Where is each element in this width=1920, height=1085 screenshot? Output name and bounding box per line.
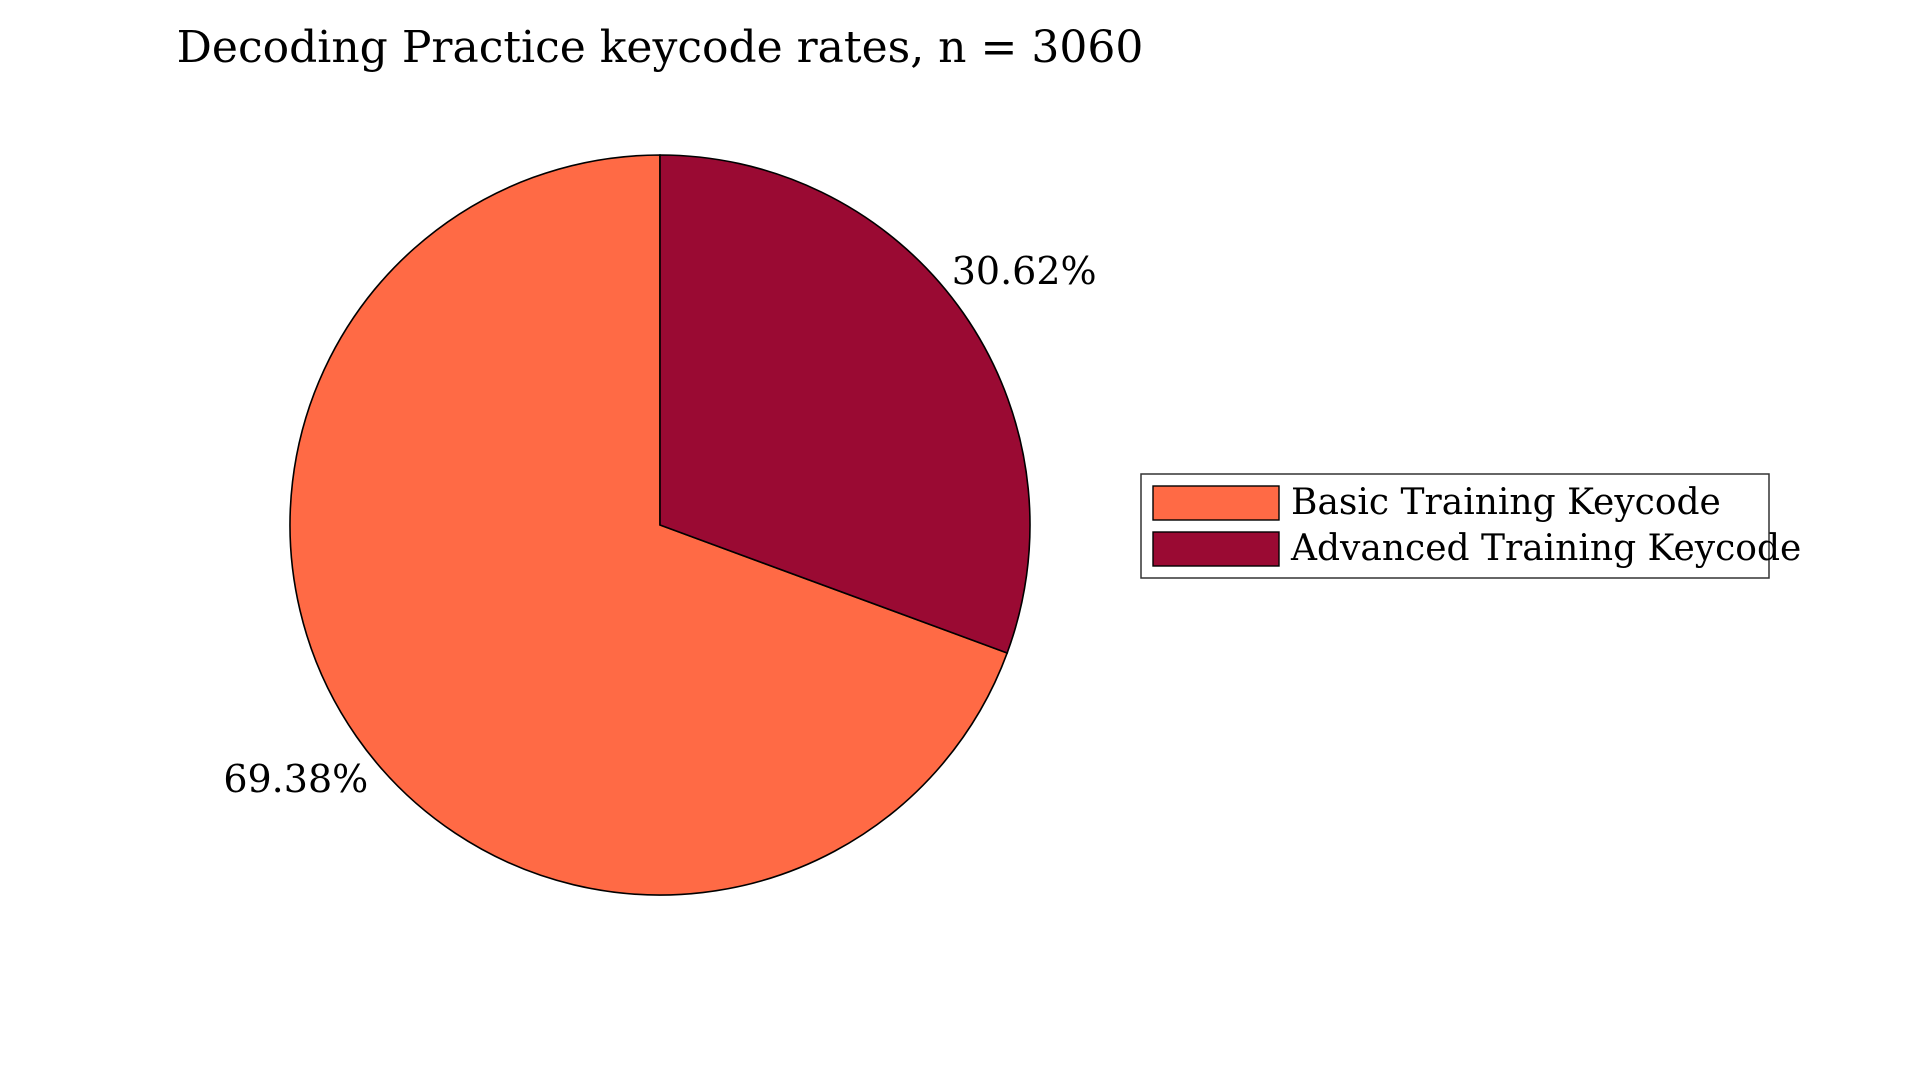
pie-percent-labels: 69.38% 30.62%	[223, 249, 1096, 801]
pie-slices	[289, 154, 1031, 896]
pie-slice-basic	[289, 154, 1009, 896]
legend-label-advanced: Advanced Training Keycode	[1290, 528, 1801, 569]
pie-slice-advanced	[659, 154, 1031, 654]
pie-label-advanced: 30.62%	[952, 249, 1097, 293]
pie-label-basic: 69.38%	[223, 757, 368, 801]
legend: Basic Training Keycode Advanced Training …	[1140, 473, 1801, 579]
legend-label-basic: Basic Training Keycode	[1291, 482, 1721, 523]
chart-title: Decoding Practice keycode rates, n = 306…	[177, 22, 1144, 73]
legend-swatch-advanced	[1152, 531, 1280, 567]
legend-swatch-basic	[1152, 485, 1280, 521]
